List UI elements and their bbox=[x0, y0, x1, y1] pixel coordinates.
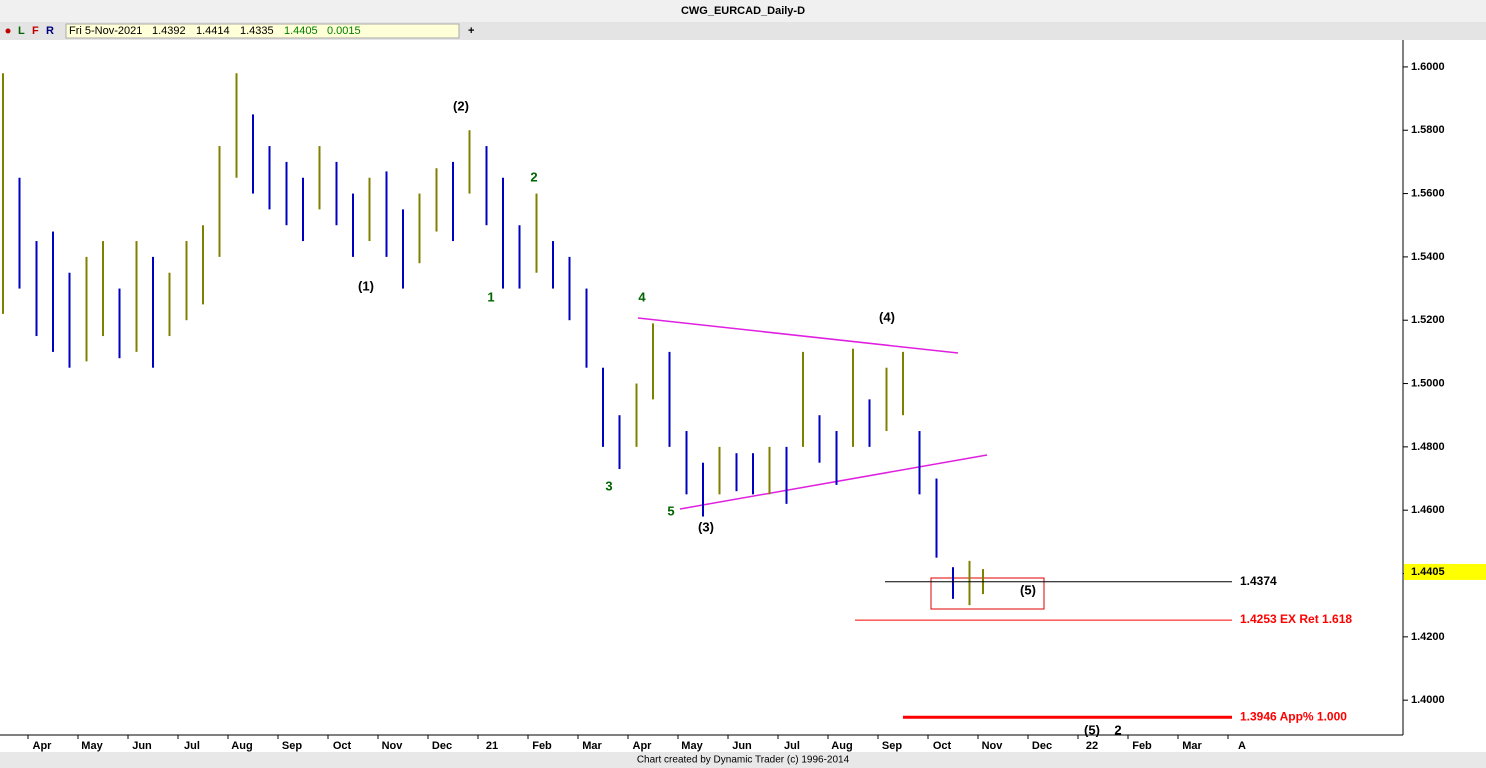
y-tick-label: 1.5800 bbox=[1411, 124, 1445, 136]
x-tick-label: Apr bbox=[33, 740, 53, 752]
x-tick-label: Oct bbox=[933, 740, 952, 752]
x-tick-label: 21 bbox=[486, 740, 498, 752]
x-tick-label: A bbox=[1238, 740, 1246, 752]
x-tick-label: Feb bbox=[1132, 740, 1152, 752]
wave-label: 4 bbox=[638, 289, 646, 304]
y-tick-label: 1.5400 bbox=[1411, 251, 1445, 263]
y-tick-label: 1.5600 bbox=[1411, 187, 1445, 199]
y-tick-label: 1.4600 bbox=[1411, 504, 1445, 516]
x-tick-label: Dec bbox=[432, 740, 452, 752]
wave-label: (5) bbox=[1084, 722, 1100, 737]
wave-label: 2 bbox=[530, 169, 537, 184]
x-tick-label: Nov bbox=[982, 740, 1004, 752]
trendline bbox=[679, 454, 988, 510]
toolbar-button[interactable]: R bbox=[46, 25, 54, 37]
x-tick-label: Nov bbox=[382, 740, 404, 752]
x-tick-label: Sep bbox=[882, 740, 902, 752]
record-dot[interactable] bbox=[5, 28, 11, 34]
x-tick-label: Sep bbox=[282, 740, 302, 752]
x-tick-label: Apr bbox=[633, 740, 653, 752]
quote-open: 1.4392 bbox=[152, 25, 186, 37]
wave-label: 1 bbox=[487, 289, 494, 304]
y-tick-label: 1.5000 bbox=[1411, 377, 1445, 389]
toolbar-button[interactable]: F bbox=[32, 25, 39, 37]
wave-label: (4) bbox=[879, 309, 895, 324]
target-box bbox=[930, 577, 1045, 610]
level-label: 1.4253 EX Ret 1.618 bbox=[1240, 612, 1352, 626]
x-tick-label: Oct bbox=[333, 740, 352, 752]
quote-close: 1.4405 bbox=[284, 25, 318, 37]
quote-box bbox=[65, 23, 460, 39]
level-label: 1.3946 App% 1.000 bbox=[1240, 709, 1347, 723]
quote-low: 1.4335 bbox=[240, 25, 274, 37]
x-tick-label: May bbox=[81, 740, 103, 752]
x-tick-label: Aug bbox=[231, 740, 252, 752]
level-label: 1.4374 bbox=[1240, 574, 1277, 588]
last-price-tag bbox=[1404, 563, 1486, 580]
x-tick-label: 22 bbox=[1086, 740, 1098, 752]
toolbar-button[interactable]: L bbox=[18, 25, 25, 37]
last-price-label: 1.4405 bbox=[1411, 566, 1445, 578]
quote-high: 1.4414 bbox=[196, 25, 230, 37]
x-tick-label: Jun bbox=[732, 740, 752, 752]
wave-label: (3) bbox=[698, 519, 714, 534]
trendline bbox=[637, 317, 959, 354]
y-tick-label: 1.4800 bbox=[1411, 441, 1445, 453]
quote-change: 0.0015 bbox=[327, 25, 361, 37]
x-tick-label: Feb bbox=[532, 740, 552, 752]
y-tick-label: 1.6000 bbox=[1411, 61, 1445, 73]
y-tick-label: 1.5200 bbox=[1411, 314, 1445, 326]
quote-date: Fri 5-Nov-2021 bbox=[69, 25, 142, 37]
y-tick-label: 1.4200 bbox=[1411, 631, 1445, 643]
footer: Chart created by Dynamic Trader (c) 1996… bbox=[637, 755, 850, 766]
x-tick-label: Aug bbox=[831, 740, 852, 752]
x-tick-label: Mar bbox=[582, 740, 602, 752]
wave-label: 2 bbox=[1114, 722, 1121, 737]
toolbar-button[interactable]: + bbox=[468, 25, 474, 37]
title-bar bbox=[0, 0, 1486, 22]
wave-label: (1) bbox=[358, 278, 374, 293]
status-bar bbox=[0, 752, 1486, 768]
wave-label: (2) bbox=[453, 98, 469, 113]
x-tick-label: Jul bbox=[784, 740, 800, 752]
wave-label: 3 bbox=[605, 478, 612, 493]
x-tick-label: Mar bbox=[1182, 740, 1202, 752]
x-tick-label: Jul bbox=[184, 740, 200, 752]
y-tick-label: 1.4000 bbox=[1411, 694, 1445, 706]
window-title: CWG_EURCAD_Daily-D bbox=[681, 5, 805, 17]
x-tick-label: Dec bbox=[1032, 740, 1052, 752]
x-tick-label: Jun bbox=[132, 740, 152, 752]
wave-label: (5) bbox=[1020, 582, 1036, 597]
wave-label: 5 bbox=[667, 503, 674, 518]
x-tick-label: May bbox=[681, 740, 703, 752]
